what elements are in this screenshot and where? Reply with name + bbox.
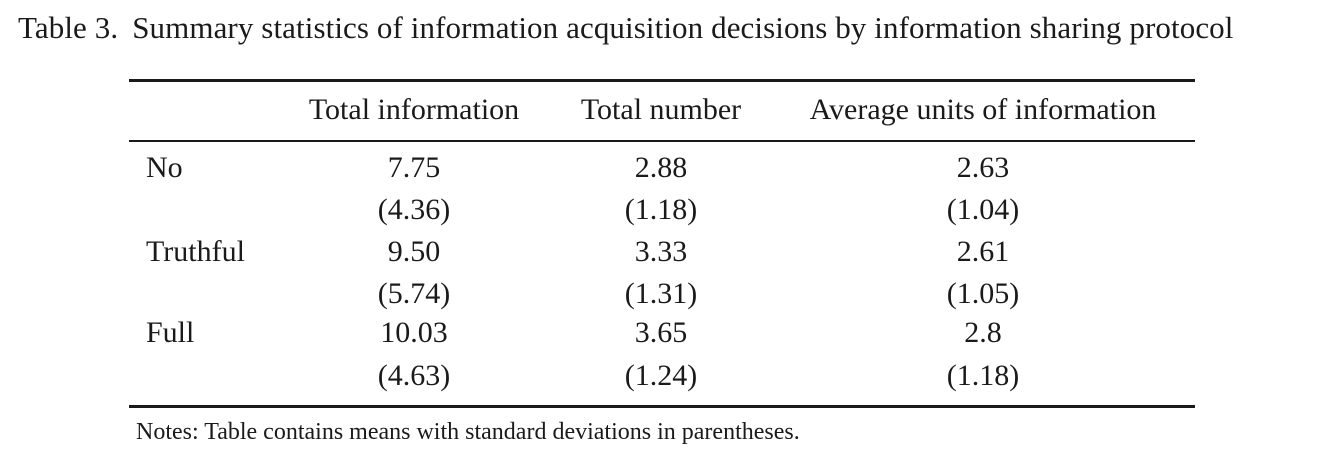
- mean-cell: 7.75: [387, 151, 441, 184]
- mean-cell: 10.03: [380, 316, 448, 349]
- mean-cell: 2.63: [956, 151, 1010, 184]
- mean-cell: 3.65: [634, 316, 688, 349]
- mean-cell: 2.8: [964, 316, 1002, 349]
- mean-cell: 2.88: [634, 151, 688, 184]
- column-header-total-information: Total information: [308, 93, 520, 126]
- sd-cell: (1.04): [946, 193, 1020, 226]
- table-title: Summary statistics of information acquis…: [132, 10, 1234, 45]
- table-top-rule: [129, 79, 1195, 82]
- sd-cell: (5.74): [377, 277, 451, 310]
- sd-cell: (1.18): [946, 359, 1020, 392]
- table-header-rule: [129, 140, 1195, 142]
- mean-cell: 3.33: [634, 235, 688, 268]
- table-bottom-rule: [129, 405, 1195, 408]
- mean-cell: 2.61: [956, 235, 1010, 268]
- mean-cell: 9.50: [387, 235, 441, 268]
- sd-cell: (4.63): [377, 359, 451, 392]
- sd-cell: (1.31): [624, 277, 698, 310]
- row-label-truthful: Truthful: [146, 235, 245, 268]
- row-label-no: No: [146, 151, 183, 184]
- table-notes: Notes: Table contains means with standar…: [136, 419, 800, 445]
- sd-cell: (1.18): [624, 193, 698, 226]
- column-header-average-units: Average units of information: [809, 93, 1157, 126]
- row-label-full: Full: [146, 316, 195, 349]
- table-number: Table 3.: [18, 10, 119, 45]
- table-caption: Table 3. Summary statistics of informatio…: [18, 8, 1234, 48]
- column-header-total-number: Total number: [580, 93, 742, 126]
- sd-cell: (1.24): [624, 359, 698, 392]
- sd-cell: (4.36): [377, 193, 451, 226]
- sd-cell: (1.05): [946, 277, 1020, 310]
